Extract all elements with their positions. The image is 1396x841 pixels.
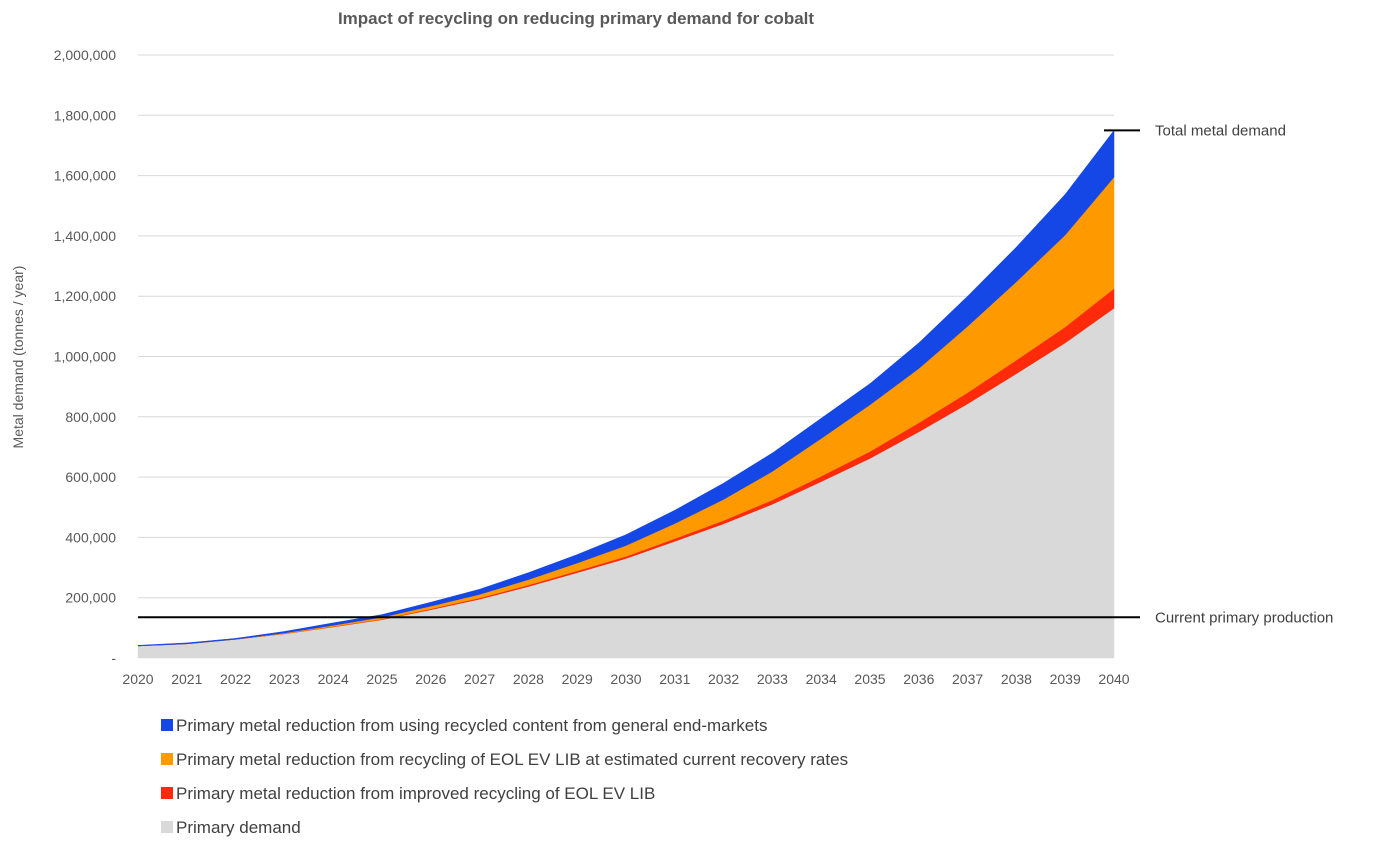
- x-tick-label: 2033: [757, 671, 788, 687]
- gridlines: [138, 54, 1114, 599]
- area-series-3: [137, 129, 1115, 647]
- y-tick-label: -: [111, 650, 116, 666]
- y-tick-label: 400,000: [65, 529, 116, 545]
- x-tick-label: 2021: [171, 671, 202, 687]
- y-tick-label: 1,800,000: [54, 107, 116, 123]
- legend-label: Primary metal reduction from using recyc…: [176, 716, 767, 735]
- legend-label: Primary metal reduction from recycling o…: [176, 750, 848, 769]
- x-axis-ticks: 2020 2021 2022 2023 2024 2025 2026 2027 2028 2029…: [122, 671, 1129, 687]
- x-tick-label: 2020: [122, 671, 153, 687]
- y-tick-label: 600,000: [65, 469, 116, 485]
- y-axis-ticks: - 200,000 400,000 600,000 800,000 1,000,000 1,…: [54, 47, 117, 666]
- x-tick-label: 2027: [464, 671, 495, 687]
- legend-swatch: [161, 753, 173, 765]
- legend: Primary metal reduction from using recyc…: [161, 716, 848, 837]
- total-demand-label: Total metal demand: [1155, 122, 1286, 139]
- x-tick-label: 2023: [269, 671, 300, 687]
- x-tick-label: 2030: [610, 671, 641, 687]
- x-tick-label: 2035: [854, 671, 885, 687]
- x-tick-label: 2031: [659, 671, 690, 687]
- stacked-areas: [137, 129, 1115, 659]
- chart-title: Impact of recycling on reducing primary …: [338, 9, 814, 28]
- x-tick-label: 2036: [903, 671, 934, 687]
- y-tick-label: 1,000,000: [54, 349, 116, 365]
- x-tick-label: 2034: [806, 671, 837, 687]
- y-axis-label: Metal demand (tonnes / year): [10, 266, 26, 449]
- legend-swatch: [161, 719, 173, 731]
- x-tick-label: 2038: [1001, 671, 1032, 687]
- y-tick-label: 1,200,000: [54, 288, 116, 304]
- y-tick-label: 1,400,000: [54, 228, 116, 244]
- legend-label: Primary demand: [176, 818, 301, 837]
- x-tick-label: 2029: [562, 671, 593, 687]
- x-tick-label: 2040: [1098, 671, 1129, 687]
- x-tick-label: 2022: [220, 671, 251, 687]
- current-production-label: Current primary production: [1155, 609, 1333, 626]
- legend-label: Primary metal reduction from improved re…: [176, 784, 655, 803]
- x-tick-label: 2024: [318, 671, 349, 687]
- y-tick-label: 1,600,000: [54, 168, 116, 184]
- x-tick-label: 2028: [513, 671, 544, 687]
- x-tick-label: 2026: [415, 671, 446, 687]
- y-tick-label: 200,000: [65, 590, 116, 606]
- x-tick-label: 2037: [952, 671, 983, 687]
- annotations: Total metal demand Current primary produc…: [138, 122, 1333, 626]
- x-tick-label: 2039: [1050, 671, 1081, 687]
- legend-swatch: [161, 787, 173, 799]
- x-tick-label: 2032: [708, 671, 739, 687]
- x-tick-label: 2025: [366, 671, 397, 687]
- y-tick-label: 2,000,000: [54, 47, 116, 63]
- y-tick-label: 800,000: [65, 409, 116, 425]
- legend-swatch: [161, 821, 173, 833]
